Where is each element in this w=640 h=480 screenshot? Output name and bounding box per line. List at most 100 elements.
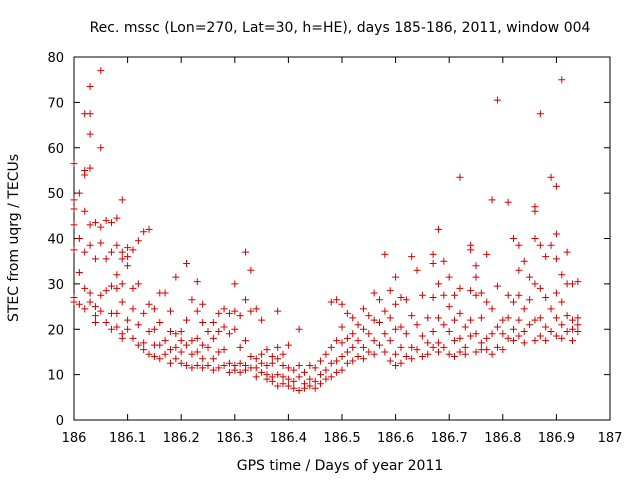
data-point [81,284,89,292]
data-point [311,364,319,372]
data-point [574,321,582,329]
data-point [91,312,99,320]
data-point [515,316,523,324]
data-point [461,323,469,331]
data-point [552,255,560,263]
data-point [268,377,276,385]
data-point [188,364,196,372]
x-tick-label: 187 [598,431,623,446]
data-point [456,173,464,181]
data-point [252,305,260,313]
data-point [188,350,196,358]
data-point [472,273,480,281]
data-point [402,330,410,338]
data-point [338,323,346,331]
x-tick-label: 186.4 [270,431,307,446]
data-point [166,359,174,367]
data-point [209,355,217,363]
data-point [150,325,158,333]
data-point [231,366,239,374]
data-point [370,289,378,297]
data-point [456,309,464,317]
data-point [75,189,83,197]
data-point [86,130,94,138]
data-point [150,305,158,313]
data-point [483,298,491,306]
data-point [424,339,432,347]
data-point [520,305,528,313]
data-point [258,350,266,358]
data-point [70,246,78,254]
data-point [209,366,217,374]
data-point [558,298,566,306]
data-point [536,314,544,322]
data-point [140,346,148,354]
data-point [451,291,459,299]
data-point [97,307,105,315]
data-point [349,357,357,365]
data-point [145,328,153,336]
data-point [177,337,185,345]
data-point [434,225,442,233]
data-point [258,359,266,367]
data-point [102,216,110,224]
data-point [199,300,207,308]
data-point [504,334,512,342]
data-point [386,287,394,295]
x-tick-label: 186.5 [323,431,360,446]
data-point [574,278,582,286]
data-point [204,362,212,370]
data-point [536,241,544,249]
data-point [510,325,518,333]
data-point [327,373,335,381]
data-point [118,248,126,256]
data-point [225,330,233,338]
data-point [113,284,121,292]
data-point [199,364,207,372]
data-point [220,362,228,370]
data-point [129,305,137,313]
data-point [402,296,410,304]
data-point [124,325,132,333]
data-point [247,266,255,274]
data-point [295,373,303,381]
x-axis-title: GPS time / Days of year 2011 [237,458,444,474]
data-point [284,375,292,383]
data-point [354,352,362,360]
data-point [542,253,550,261]
data-point [215,348,223,356]
data-point [97,239,105,247]
data-point [381,250,389,258]
data-point [515,332,523,340]
y-tick-label: 70 [47,96,64,111]
data-point [499,346,507,354]
data-point [440,291,448,299]
data-point [183,362,191,370]
data-point [70,205,78,213]
data-point [429,250,437,258]
data-point [397,343,405,351]
data-point [97,223,105,231]
data-point [510,337,518,345]
data-point [172,355,180,363]
x-tick-label: 186.9 [538,431,575,446]
data-point [263,362,271,370]
data-point [408,253,416,261]
data-point [193,278,201,286]
data-point [418,332,426,340]
data-point [327,298,335,306]
data-point [268,359,276,367]
data-point [91,219,99,227]
data-point [129,284,137,292]
data-point [526,321,534,329]
data-point [392,273,400,281]
data-point [359,325,367,333]
data-point [118,280,126,288]
data-point [193,362,201,370]
data-point [370,316,378,324]
data-point [258,368,266,376]
data-point [520,339,528,347]
data-point [81,305,89,313]
data-point [263,375,271,383]
